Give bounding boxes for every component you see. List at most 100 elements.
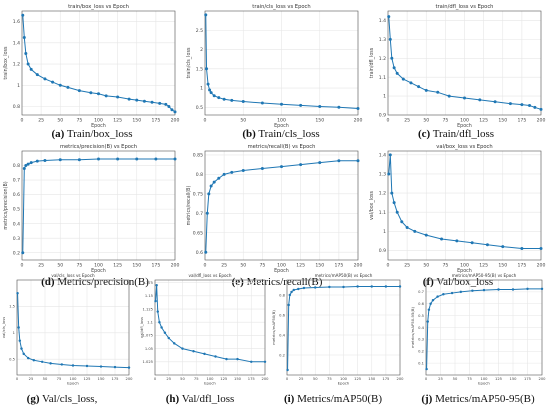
data-point [173,157,177,161]
x-tick-label: 50 [57,118,63,124]
x-tick-label: 0 [425,377,428,381]
data-point [26,162,30,166]
x-axis-label: Epoch [274,123,289,129]
data-point [409,81,413,85]
x-axis-label: Epoch [204,381,216,386]
y-tick-label: 1.3 [379,37,386,43]
x-tick-label: 50 [423,263,429,269]
x-tick-label: 50 [240,118,246,124]
data-point [286,368,289,372]
data-point [260,167,264,171]
data-point [89,91,93,95]
x-tick-label: 0 [387,118,390,124]
x-tick-label: 125 [495,377,502,381]
y-tick-label: 1.5 [9,305,15,309]
x-tick-label: 0 [286,377,289,381]
x-tick-label: 175 [517,263,526,269]
data-point [250,360,253,364]
data-point [297,287,300,291]
chart-title: metrics/mAP50(B) vs Epoch [315,273,373,278]
caption-letter: (g) [27,393,40,405]
x-tick-label: 0 [387,263,390,269]
data-point [370,285,373,288]
y-tick-label: 1 [13,331,15,335]
y-tick-label: 1 [383,229,386,235]
y-tick-label: 0.8 [13,163,20,169]
data-point [520,247,524,251]
x-tick-label: 75 [194,377,199,381]
x-tick-label: 100 [277,263,286,269]
x-axis-label: Epoch [338,381,350,386]
x-tick-label: 200 [171,118,180,124]
data-point [260,101,264,105]
data-point [58,83,62,87]
y-tick-label: 1.4 [13,40,20,46]
data-point [356,106,360,110]
chart-panel-3: 0 25 50 75 100 125 150 175 200 0.9 1 1.1 1.2 1.3 1.4 tr… [369,4,545,140]
data-point [173,342,176,345]
x-tick-label: 100 [94,263,103,269]
data-point [280,165,283,169]
data-point [427,308,431,311]
data-point [209,91,213,95]
data-point [209,184,213,188]
y-tick-label: 0.9 [379,248,386,254]
x-tick-label: 25 [38,263,44,269]
data-point [442,293,445,296]
chart-title: metrics/precision(B) vs Epoch [60,144,137,150]
chart-title: train/box_loss vs Epoch [68,4,129,10]
caption-letter: (d) [41,276,55,288]
plot-frame [21,150,176,261]
x-tick-label: 100 [277,118,286,124]
data-point [299,103,303,107]
y-tick-label: 0.4 [418,326,424,330]
x-tick-label: 200 [539,377,547,381]
data-point [485,243,489,247]
y-tick-label: 0.75 [193,191,203,197]
data-point [158,101,162,105]
data-point [290,290,293,294]
y-axis-label: metrics/recall(B) [186,186,192,226]
data-point [533,105,537,109]
data-point [127,366,131,369]
caption-letter: (i) [284,393,295,405]
x-tick-label: 75 [442,118,448,124]
data-point [356,159,360,163]
data-point [222,97,226,101]
data-point [447,94,451,98]
x-tick-label: 25 [29,377,34,381]
data-point [299,163,303,167]
data-point [116,157,120,161]
series-line [22,15,176,113]
x-tick-label: 50 [453,377,458,381]
data-point [24,164,28,168]
y-tick-label: 1.125 [143,307,153,311]
panel-caption: (h) Val/dfl_loss [166,393,235,405]
data-point [49,362,52,365]
data-point [22,36,26,40]
data-point [540,287,544,291]
data-point [212,94,216,98]
series-line [388,154,541,250]
data-point [192,350,195,353]
y-tick-label: 0.5 [9,357,15,361]
chart-panel-5: 0 25 50 75 100 125 150 175 200 0.6 0.65 0.7 0.75 0.8 0… [186,144,362,288]
y-tick-label: 1.1 [147,321,153,325]
x-axis-label: Epoch [91,268,106,274]
data-point [230,98,234,102]
x-tick-label: 100 [481,377,489,381]
data-point [337,159,341,163]
y-tick-label: 0.8 [196,172,203,178]
x-tick-label: 125 [479,118,488,124]
data-point [388,37,392,41]
data-point [539,107,543,111]
chart-title: val/box_loss vs Epoch [436,144,492,150]
x-tick-label: 200 [354,118,363,124]
x-tick-label: 200 [397,377,405,381]
x-tick-label: 125 [113,118,122,124]
y-tick-label: 1.4 [379,152,386,158]
x-tick-label: 150 [98,377,106,381]
caption-letter: (c) [418,128,431,140]
data-point [181,347,184,350]
x-tick-label: 50 [43,377,48,381]
